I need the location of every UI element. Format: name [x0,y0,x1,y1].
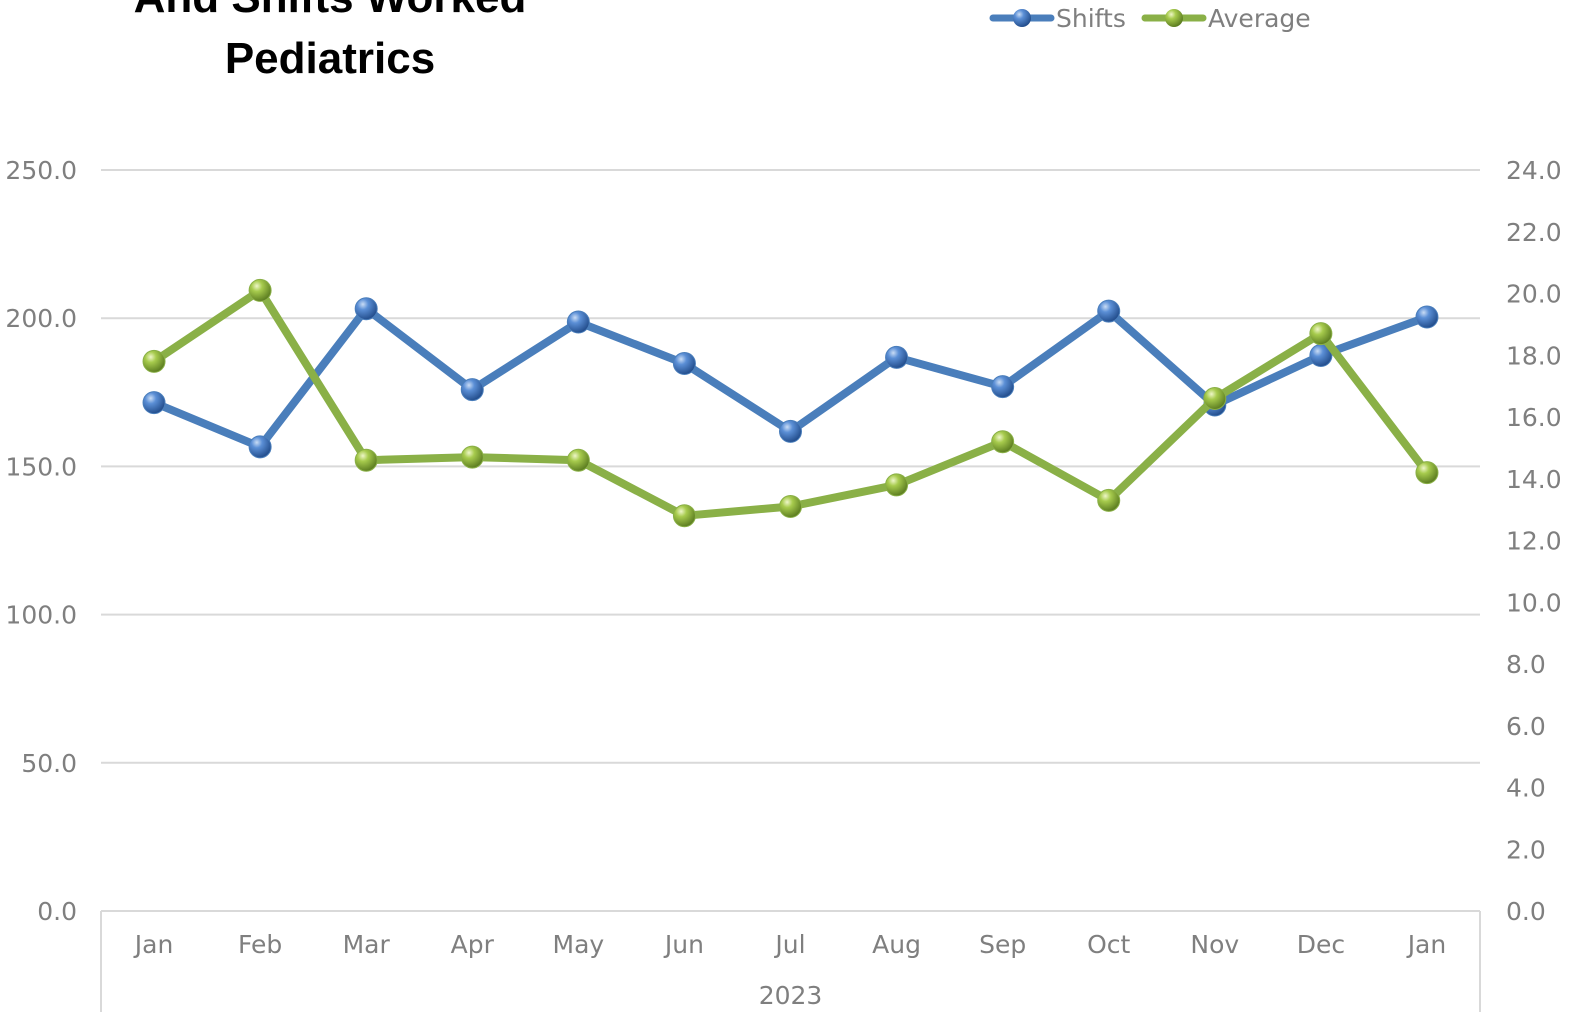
legend-item-average: Average [1141,4,1311,33]
category-label: Sep [979,930,1026,959]
category-group-label: 2023 [759,981,823,1010]
data-point-average [991,430,1015,454]
right-tick-label: 24.0 [1506,156,1562,185]
category-label: Nov [1190,930,1239,959]
data-point-shifts [142,391,166,415]
right-tick-label: 8.0 [1506,650,1546,679]
data-point-average [566,448,590,472]
left-tick-label: 200.0 [5,304,77,333]
right-tick-label: 2.0 [1506,835,1546,864]
left-tick-label: 0.0 [37,897,77,926]
right-tick-label: 18.0 [1506,341,1562,370]
right-tick-label: 14.0 [1506,465,1562,494]
data-point-average [779,495,802,519]
category-label: Jan [133,930,174,959]
left-tick-label: 50.0 [21,749,77,778]
data-point-average [248,278,272,302]
left-tick-label: 100.0 [5,601,77,630]
right-tick-label: 4.0 [1506,774,1546,803]
right-tick-label: 20.0 [1506,280,1562,309]
category-label: Apr [451,930,495,959]
data-point-shifts [566,310,590,334]
data-point-average [672,504,696,528]
chart-title-line-2: Pediatrics [225,34,435,83]
legend-label-shifts: Shifts [1056,4,1126,33]
data-point-average [1309,322,1333,346]
category-label: Feb [238,930,282,959]
data-point-shifts [248,435,272,459]
category-label: Oct [1087,930,1130,959]
category-label: May [553,930,605,959]
right-tick-label: 6.0 [1506,712,1546,741]
right-tick-label: 0.0 [1506,897,1546,926]
chart-title-line-1: And Shifts Worked [134,0,527,22]
category-axis: Jan Feb Mar Apr May Jun Jul Aug Sep Oct Nov Dec Jan 2… [100,910,1481,1012]
right-axis: 0.0 2.0 4.0 6.0 8.0 10.0 12.0 14.0 16.0 18.0 20.0 2… [1506,156,1562,926]
data-point-average [142,349,166,373]
right-tick-label: 10.0 [1506,588,1562,617]
data-point-shifts [354,297,378,321]
legend-label-average: Average [1208,4,1311,33]
data-point-average [885,473,909,497]
data-point-average [1097,488,1121,512]
data-point-average [460,445,484,469]
category-label: Jan [1406,930,1447,959]
data-point-average [1203,386,1227,410]
data-point-average [354,448,378,472]
right-tick-label: 22.0 [1506,218,1562,247]
data-point-shifts [1415,305,1439,329]
left-axis: 0.0 50.0 100.0 150.0 200.0 250.0 [5,156,77,926]
left-tick-label: 250.0 [5,156,77,185]
category-label: Jul [773,930,805,959]
series-average [142,278,1439,528]
data-point-shifts [991,375,1015,399]
right-tick-label: 16.0 [1506,403,1562,432]
data-point-shifts [672,352,696,376]
gridlines [101,169,1480,764]
data-point-shifts [885,345,909,369]
legend-marker-shifts [1013,9,1031,27]
data-point-shifts [1097,299,1121,323]
category-label: Mar [343,930,391,959]
category-label: Jun [663,930,704,959]
right-tick-label: 12.0 [1506,527,1562,556]
category-label: Aug [872,930,921,959]
plot-area [142,278,1439,528]
legend-item-shifts: Shifts [989,4,1126,33]
category-label: Dec [1297,930,1345,959]
data-point-shifts [460,378,484,402]
data-point-average [1415,461,1439,485]
left-tick-label: 150.0 [5,452,77,481]
chart-title: And Shifts Worked Pediatrics [134,0,527,83]
legend-marker-average [1165,9,1183,27]
series-line-average [150,286,1431,520]
data-point-shifts [779,419,802,443]
legend: Shifts Average [989,4,1311,33]
